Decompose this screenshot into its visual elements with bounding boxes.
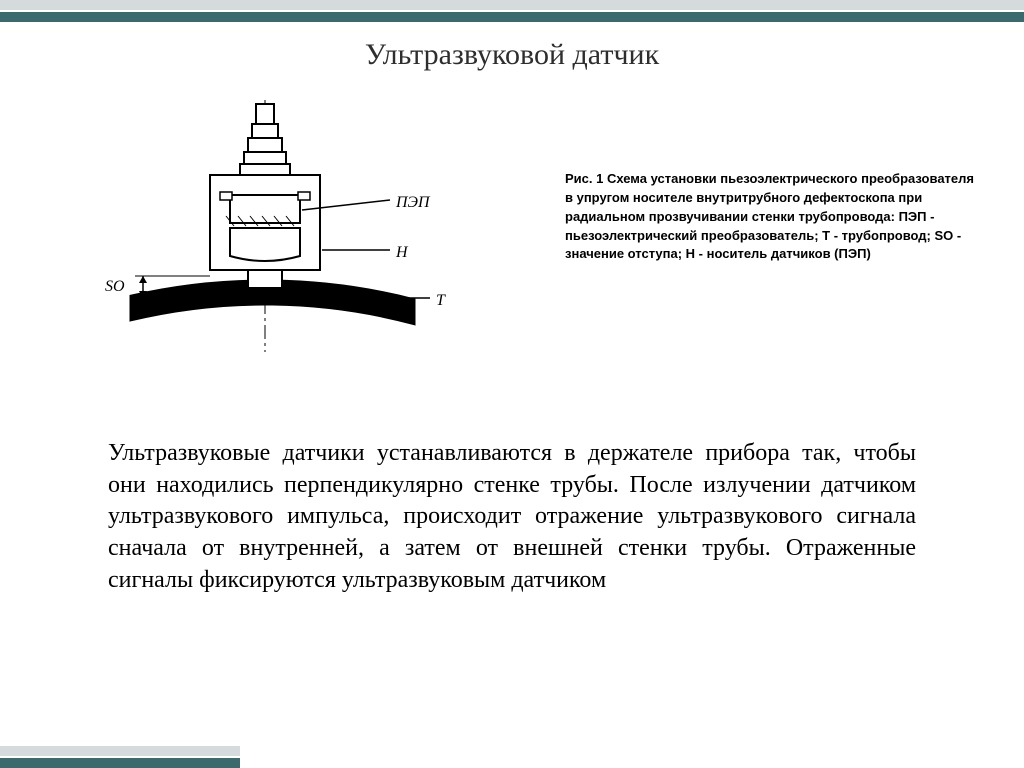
label-h: Н: [396, 244, 408, 262]
page-title: Ультразвуковой датчик: [0, 38, 1024, 72]
label-t: Т: [436, 292, 445, 310]
figure-caption: Рис. 1 Схема установки пьезоэлектрическо…: [565, 170, 975, 264]
label-pep: ПЭП: [396, 194, 430, 212]
decor-bar-light-top: [0, 0, 1024, 10]
decor-bar-dark-top: [0, 12, 1024, 22]
label-so: SO: [105, 278, 125, 296]
diagram-svg: [70, 100, 500, 360]
decor-bar-light-bottom: [0, 746, 240, 756]
body-paragraph: Ультразвуковые датчики устанавливаются в…: [108, 438, 916, 596]
sensor-diagram: ПЭП Н Т SO: [70, 100, 500, 360]
